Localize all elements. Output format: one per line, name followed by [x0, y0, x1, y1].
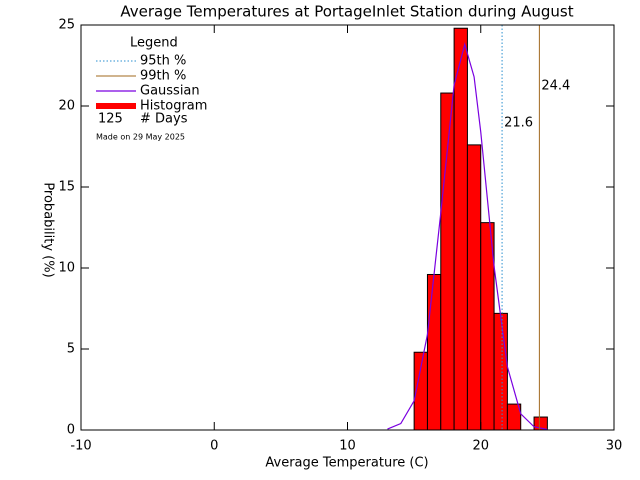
y-tick-label: 0: [67, 423, 75, 438]
x-tick-label: 20: [472, 439, 489, 454]
y-tick-label: 20: [58, 99, 75, 114]
y-axis-label: Probability (%): [41, 182, 56, 277]
percentile-label: 24.4: [541, 79, 570, 94]
y-tick-label: 10: [58, 261, 75, 276]
legend-label: Histogram: [140, 99, 207, 114]
histogram-bar: [493, 312, 508, 430]
histogram-bar: [453, 27, 468, 430]
legend-label: 95th %: [140, 54, 186, 69]
chart-title: Average Temperatures at PortageInlet Sta…: [120, 3, 573, 21]
y-tick-label: 25: [58, 18, 75, 33]
histogram-bar: [466, 144, 482, 430]
y-tick-label: 5: [67, 342, 75, 357]
histogram-bar: [480, 222, 495, 430]
x-tick-label: 0: [210, 439, 218, 454]
x-axis-label: Average Temperature (C): [265, 456, 428, 471]
y-tick-label: 15: [58, 180, 75, 195]
percentile-label: 21.6: [504, 116, 533, 131]
days-label: # Days: [140, 112, 188, 127]
x-tick-label: 10: [339, 439, 356, 454]
x-tick-label: -10: [70, 439, 91, 454]
days-count: 125: [98, 112, 123, 127]
x-tick-label: 30: [606, 439, 623, 454]
footnote: Made on 29 May 2025: [96, 133, 185, 142]
legend-label: 99th %: [140, 69, 186, 84]
gaussian-curve: [387, 42, 548, 430]
legend-title: Legend: [130, 36, 178, 51]
legend-label: Gaussian: [140, 84, 200, 99]
histogram-bar: [426, 273, 442, 430]
plot-content: [387, 25, 548, 430]
histogram-bar: [533, 416, 548, 430]
